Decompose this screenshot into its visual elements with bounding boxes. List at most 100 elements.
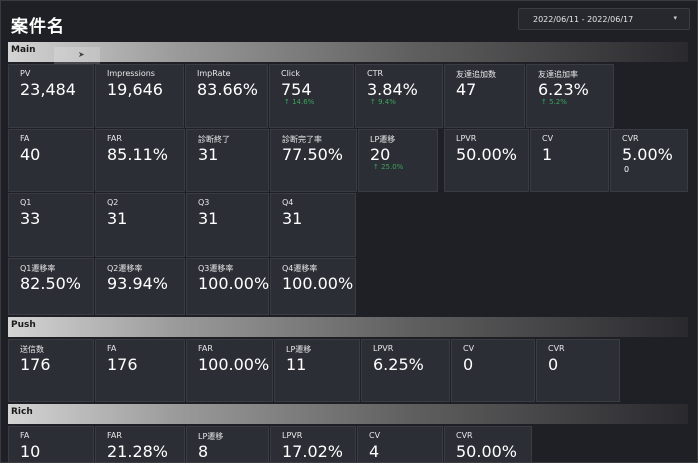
metric-card-push-lp-transition: LP遷移 11	[274, 339, 360, 402]
metric-card-q4: Q4 31	[270, 193, 356, 257]
metric-label: PV	[20, 69, 31, 78]
metric-card-click: Click 754 ↑ 14.6%	[269, 64, 354, 128]
metric-label: CVR	[456, 431, 473, 440]
section-label: Push	[11, 320, 36, 330]
metric-sub-value: 0	[624, 165, 630, 174]
metric-value: 8	[198, 442, 209, 461]
metric-card-rich-cv: CV 4	[357, 426, 443, 463]
metric-card-q2: Q2 31	[95, 193, 185, 257]
metric-label: FA	[20, 431, 30, 440]
metric-card-fa: FA 40	[8, 129, 94, 192]
metric-card-rich-cvr: CVR 50.00%	[444, 426, 532, 463]
metric-card-lpvr: LPVR 50.00%	[444, 129, 529, 192]
metric-value: 0	[548, 355, 559, 374]
metric-card-push-sent: 送信数 176	[8, 339, 94, 402]
date-range-value: 2022/06/11 - 2022/06/17	[533, 15, 634, 24]
metric-label: 友達追加数	[456, 70, 496, 79]
metric-value: 0	[463, 355, 474, 374]
metric-value: 100.00%	[198, 355, 270, 374]
metric-label: CVR	[548, 344, 565, 353]
metric-delta: ↑ 9.4%	[370, 98, 396, 106]
metric-card-cv: CV 1	[530, 129, 609, 192]
metric-card-q4-rate: Q4遷移率 100.00%	[270, 258, 356, 315]
metric-delta: ↑ 5.2%	[541, 98, 567, 106]
metric-value: 31	[198, 145, 219, 164]
metric-label: LP遷移	[198, 432, 224, 441]
metric-label: Q1遷移率	[20, 264, 56, 273]
metric-card-ctr: CTR 3.84% ↑ 9.4%	[355, 64, 443, 128]
metric-card-push-fa: FA 176	[95, 339, 185, 402]
chevron-down-icon: ▾	[673, 14, 677, 22]
metric-value: 5.00%	[622, 145, 673, 164]
metric-card-lp-transition: LP遷移 20 ↑ 25.0%	[358, 129, 438, 192]
metric-delta: ↑ 14.6%	[284, 98, 315, 106]
metric-value: 17.02%	[282, 442, 344, 461]
metric-label: FA	[20, 134, 30, 143]
metric-card-diag-finish: 診断終了 31	[186, 129, 269, 192]
section-header-main: Main ➤	[8, 42, 688, 64]
metric-card-q3: Q3 31	[186, 193, 269, 257]
metric-card-rich-lp-transition: LP遷移 8	[186, 426, 269, 463]
metric-value: 100.00%	[282, 274, 354, 293]
metric-label: Q1	[20, 198, 32, 207]
metric-card-cvr: CVR 5.00% 0	[610, 129, 688, 192]
metric-value: 31	[282, 209, 303, 228]
metric-card-push-cvr: CVR 0	[536, 339, 620, 402]
drag-handle[interactable]: ➤	[54, 47, 100, 64]
metric-value: 47	[456, 80, 477, 99]
metric-value: 6.23%	[538, 80, 589, 99]
section-label: Main	[11, 45, 36, 55]
metric-label: CTR	[367, 69, 384, 78]
metric-label: CVR	[622, 134, 639, 143]
metric-value: 50.00%	[456, 145, 518, 164]
metric-card-q2-rate: Q2遷移率 93.94%	[95, 258, 185, 315]
metric-label: FAR	[107, 431, 122, 440]
metric-label: Q4	[282, 198, 294, 207]
metric-value: 83.66%	[197, 80, 259, 99]
metric-value: 93.94%	[107, 274, 169, 293]
metric-card-friend-add-rate: 友達追加率 6.23% ↑ 5.2%	[526, 64, 614, 128]
metric-label: FAR	[198, 344, 213, 353]
metric-delta: ↑ 25.0%	[373, 163, 404, 171]
metric-value: 33	[20, 209, 41, 228]
metric-card-rich-far: FAR 21.28%	[95, 426, 185, 463]
metric-card-friend-add: 友達追加数 47	[444, 64, 525, 128]
section-label: Rich	[11, 407, 33, 417]
metric-card-push-far: FAR 100.00%	[186, 339, 273, 402]
metric-value: 23,484	[20, 80, 76, 99]
metric-label: Click	[281, 69, 301, 78]
metric-value: 19,646	[107, 80, 163, 99]
cursor-icon: ➤	[78, 50, 85, 59]
metric-label: ImpRate	[197, 69, 231, 78]
metric-value: 50.00%	[456, 442, 518, 461]
metric-value: 85.11%	[107, 145, 169, 164]
metric-card-rich-fa: FA 10	[8, 426, 94, 463]
metric-label: LPVR	[373, 344, 394, 353]
metric-value: 10	[20, 442, 41, 461]
metric-card-push-lpvr: LPVR 6.25%	[361, 339, 450, 402]
metric-label: Q4遷移率	[282, 264, 318, 273]
metric-value: 31	[107, 209, 128, 228]
metric-label: FAR	[107, 134, 122, 143]
section-header-push: Push	[8, 317, 688, 337]
metric-label: 送信数	[20, 345, 44, 354]
metric-label: CV	[542, 134, 554, 143]
date-range-select[interactable]: 2022/06/11 - 2022/06/17 ▾	[518, 8, 690, 30]
metric-card-q3-rate: Q3遷移率 100.00%	[186, 258, 269, 315]
metric-label: 診断完了率	[282, 135, 322, 144]
metric-card-imprate: ImpRate 83.66%	[185, 64, 268, 128]
metric-card-pv: PV 23,484	[8, 64, 94, 128]
metric-label: LP遷移	[286, 345, 312, 354]
metric-value: 3.84%	[367, 80, 418, 99]
metric-label: LPVR	[282, 431, 303, 440]
metric-label: LP遷移	[370, 135, 396, 144]
metric-label: LPVR	[456, 134, 477, 143]
metric-card-diag-complete-rate: 診断完了率 77.50%	[270, 129, 357, 192]
metric-label: Q2遷移率	[107, 264, 143, 273]
metric-value: 20	[370, 145, 391, 164]
metric-value: 82.50%	[20, 274, 82, 293]
metric-value: 6.25%	[373, 355, 424, 374]
metric-value: 1	[542, 145, 553, 164]
metric-label: Impressions	[107, 69, 155, 78]
metric-value: 100.00%	[198, 274, 270, 293]
